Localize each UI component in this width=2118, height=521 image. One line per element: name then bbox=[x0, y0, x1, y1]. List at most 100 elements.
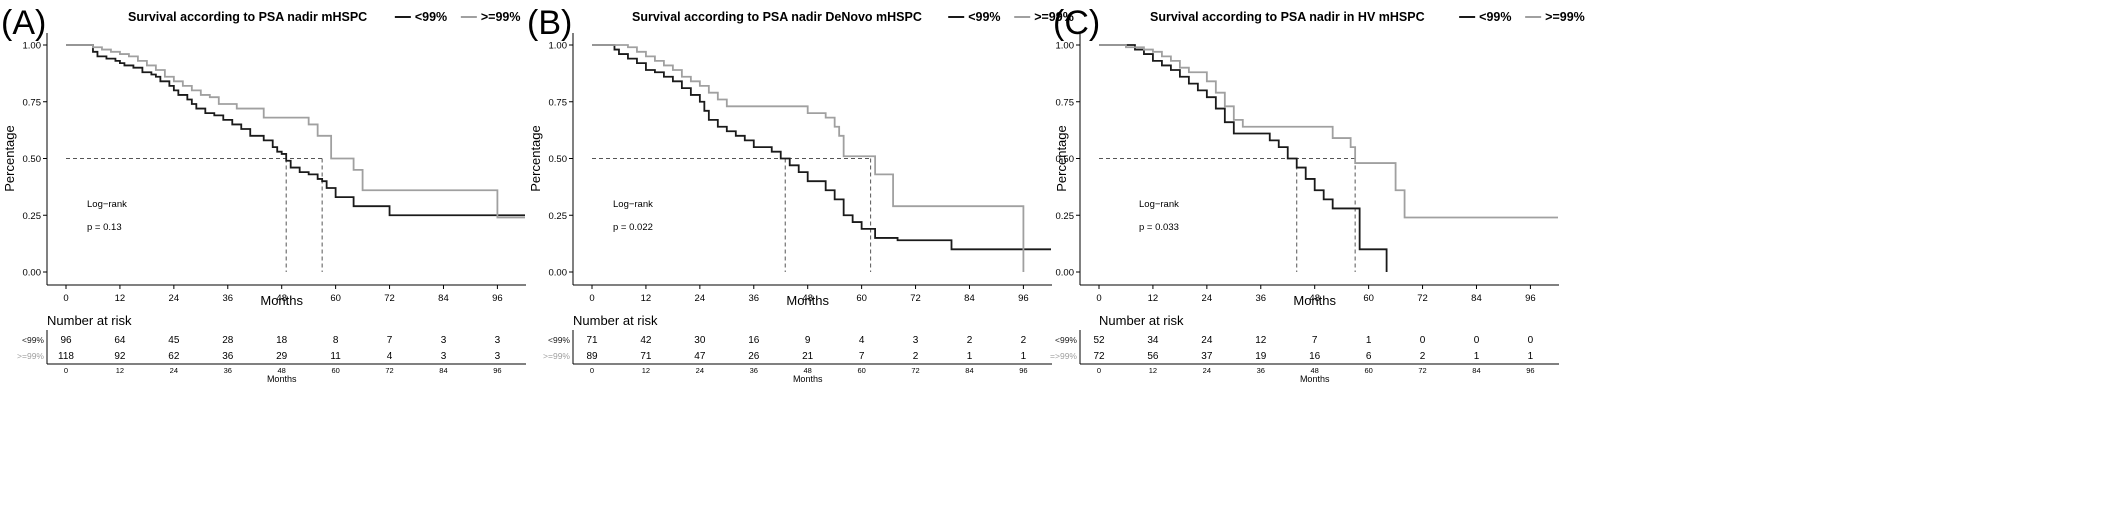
km-panel-c: (C) Survival according to PSA nadir in HV… bbox=[1050, 4, 1585, 384]
risk-table-xlabel: Months bbox=[267, 374, 297, 384]
x-tick-label: 96 bbox=[1018, 293, 1029, 304]
risk-count: 0 bbox=[1528, 335, 1534, 346]
risk-time-label: 60 bbox=[857, 366, 865, 375]
p-value-label: p = 0.033 bbox=[1139, 222, 1179, 233]
risk-count: 4 bbox=[859, 335, 865, 346]
risk-count: 11 bbox=[330, 351, 341, 362]
x-tick-label: 48 bbox=[802, 293, 813, 304]
x-tick-label: 0 bbox=[589, 293, 594, 304]
risk-count: 72 bbox=[1093, 351, 1105, 362]
risk-count: 4 bbox=[387, 351, 393, 362]
x-tick-label: 24 bbox=[1202, 293, 1213, 304]
x-tick-label: 12 bbox=[1148, 293, 1159, 304]
risk-count: 28 bbox=[222, 335, 234, 346]
risk-count: 30 bbox=[694, 335, 706, 346]
risk-time-label: 12 bbox=[1149, 366, 1157, 375]
risk-time-label: 12 bbox=[116, 366, 124, 375]
risk-row-label: >=99% bbox=[17, 351, 44, 361]
chart-title: Survival according to PSA nadir mHSPC bbox=[128, 10, 367, 24]
x-tick-label: 48 bbox=[276, 293, 287, 304]
x-tick-label: 60 bbox=[330, 293, 341, 304]
y-tick-label: 0.00 bbox=[1056, 268, 1075, 279]
risk-count: 71 bbox=[586, 335, 598, 346]
x-tick-label: 72 bbox=[1417, 293, 1428, 304]
km-curve-ge99 bbox=[66, 44, 525, 219]
risk-count: 42 bbox=[640, 335, 652, 346]
risk-count: 8 bbox=[333, 335, 339, 346]
legend-label: <99% bbox=[968, 10, 1000, 24]
risk-row-label: =>99% bbox=[1050, 351, 1077, 361]
risk-count: 2 bbox=[913, 351, 919, 362]
x-tick-label: 24 bbox=[695, 293, 706, 304]
y-axis-label: Percentage bbox=[1054, 125, 1069, 192]
risk-count: 96 bbox=[60, 335, 72, 346]
risk-count: 47 bbox=[694, 351, 706, 362]
risk-count: 89 bbox=[586, 351, 598, 362]
y-tick-label: 0.25 bbox=[1056, 211, 1075, 222]
km-curve-lt99 bbox=[66, 44, 525, 217]
risk-row-label: <99% bbox=[548, 335, 570, 345]
risk-count: 118 bbox=[58, 351, 74, 362]
km-panel-b: (B) Survival according to PSA nadir DeNov… bbox=[527, 4, 1074, 384]
risk-count: 21 bbox=[802, 351, 814, 362]
risk-time-label: 0 bbox=[1097, 366, 1101, 375]
risk-time-label: 72 bbox=[911, 366, 919, 375]
risk-count: 36 bbox=[222, 351, 234, 362]
risk-count: 45 bbox=[168, 335, 180, 346]
km-curve-lt99 bbox=[592, 44, 1051, 251]
log-rank-label: Log−rank bbox=[87, 199, 127, 210]
y-tick-label: 0.75 bbox=[23, 97, 42, 108]
y-tick-label: 1.00 bbox=[1056, 41, 1075, 52]
risk-count: 0 bbox=[1474, 335, 1480, 346]
x-tick-label: 48 bbox=[1309, 293, 1320, 304]
x-tick-label: 24 bbox=[169, 293, 180, 304]
risk-count: 7 bbox=[387, 335, 393, 346]
x-tick-label: 72 bbox=[910, 293, 921, 304]
risk-count: 7 bbox=[1312, 335, 1318, 346]
risk-time-label: 48 bbox=[804, 366, 812, 375]
risk-time-label: 0 bbox=[64, 366, 68, 375]
risk-time-label: 48 bbox=[1311, 366, 1319, 375]
y-tick-label: 1.00 bbox=[549, 41, 568, 52]
x-tick-label: 36 bbox=[222, 293, 233, 304]
x-tick-label: 84 bbox=[1471, 293, 1482, 304]
y-tick-label: 0.50 bbox=[23, 154, 42, 165]
risk-time-label: 96 bbox=[1019, 366, 1027, 375]
risk-table-title: Number at risk bbox=[1099, 313, 1184, 328]
risk-count: 1 bbox=[1366, 335, 1372, 346]
legend-label: <99% bbox=[1479, 10, 1511, 24]
risk-count: 9 bbox=[805, 335, 811, 346]
x-tick-label: 0 bbox=[1096, 293, 1101, 304]
x-tick-label: 12 bbox=[641, 293, 652, 304]
risk-count: 18 bbox=[276, 335, 288, 346]
y-tick-label: 0.50 bbox=[1056, 154, 1075, 165]
risk-count: 16 bbox=[748, 335, 760, 346]
y-tick-label: 1.00 bbox=[23, 41, 42, 52]
legend-label: >=99% bbox=[1545, 10, 1585, 24]
risk-time-label: 72 bbox=[1418, 366, 1426, 375]
legend-label: >=99% bbox=[1034, 10, 1074, 24]
risk-count: 62 bbox=[168, 351, 180, 362]
p-value-label: p = 0.13 bbox=[87, 222, 122, 233]
risk-count: 2 bbox=[967, 335, 973, 346]
y-tick-label: 0.25 bbox=[23, 211, 42, 222]
risk-count: 1 bbox=[1528, 351, 1534, 362]
risk-table-xlabel: Months bbox=[793, 374, 823, 384]
risk-time-label: 24 bbox=[1203, 366, 1211, 375]
risk-time-label: 96 bbox=[493, 366, 501, 375]
risk-time-label: 24 bbox=[696, 366, 704, 375]
legend-label: <99% bbox=[415, 10, 447, 24]
x-tick-label: 12 bbox=[115, 293, 126, 304]
risk-row-label: <99% bbox=[22, 335, 44, 345]
y-tick-label: 0.50 bbox=[549, 154, 568, 165]
risk-row-label: <99% bbox=[1055, 335, 1077, 345]
x-tick-label: 72 bbox=[384, 293, 395, 304]
x-axis-label: Months bbox=[260, 293, 303, 308]
chart-title: Survival according to PSA nadir DeNovo m… bbox=[632, 10, 922, 24]
risk-count: 1 bbox=[1021, 351, 1027, 362]
km-panel-a: (A) Survival according to PSA nadir mHSPC… bbox=[1, 4, 526, 384]
risk-count: 26 bbox=[748, 351, 760, 362]
km-curve-lt99 bbox=[1099, 44, 1388, 272]
risk-count: 16 bbox=[1309, 351, 1321, 362]
